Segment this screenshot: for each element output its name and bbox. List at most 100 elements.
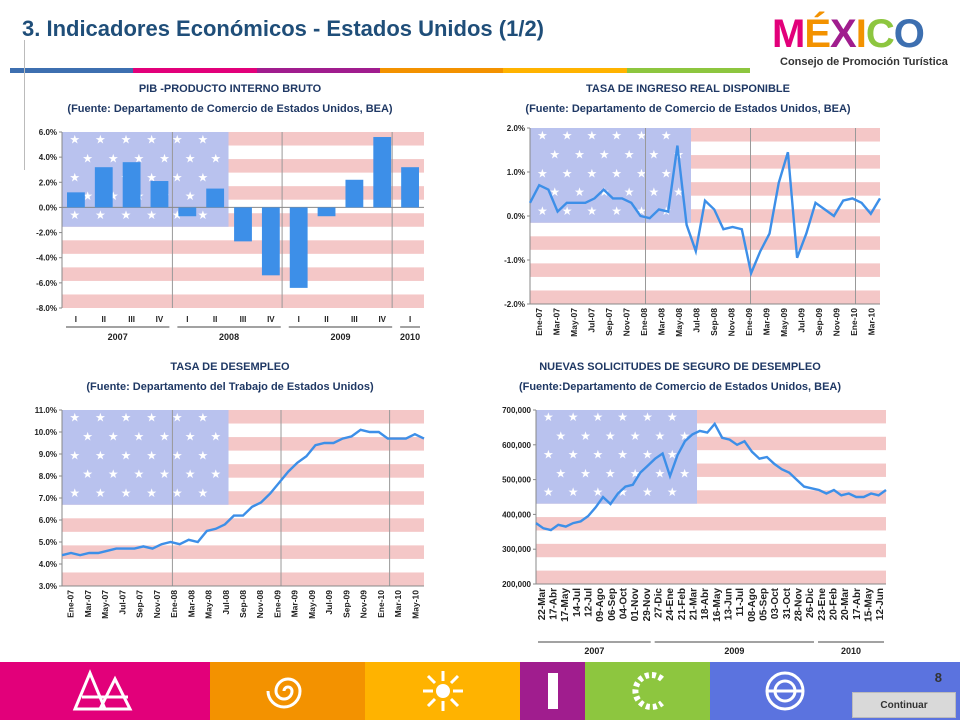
flag-background: ★★★★★★★★★★★★★★★★★★★★★★★★★★★★★★	[62, 410, 424, 586]
group-label: 2007	[584, 646, 604, 656]
flag-star: ★	[133, 151, 144, 165]
y-tick-label: 11.0%	[35, 406, 57, 415]
y-tick-label: 400,000	[502, 510, 531, 519]
footer-block-spiral	[210, 662, 365, 720]
disposable-income-chart: TASA DE INGRESO REAL DISPONIBLE (Fuente: …	[470, 80, 890, 355]
x-tick-label: Mar-09	[290, 590, 300, 618]
x-tick-label: III	[351, 315, 358, 324]
flag-star: ★	[146, 410, 157, 424]
group-label: 2010	[400, 332, 420, 342]
y-tick-label: 7.0%	[39, 494, 57, 503]
flag-star: ★	[574, 185, 585, 199]
flag-stripe	[62, 294, 424, 308]
x-tick-label: 27-Dic	[654, 588, 665, 618]
flag-star: ★	[198, 486, 209, 500]
x-tick-label: Sep-08	[709, 308, 719, 336]
bar	[206, 188, 225, 208]
flag-star: ★	[69, 448, 80, 462]
footer-block-pillar	[520, 662, 585, 720]
flag-star: ★	[95, 448, 106, 462]
x-tick-label: 17-May	[560, 588, 571, 622]
x-tick-label: Nov-07	[621, 308, 631, 337]
flag-star: ★	[82, 429, 93, 443]
pillar-icon	[547, 673, 558, 709]
bar	[373, 137, 392, 208]
x-tick-label: Mar-07	[83, 590, 93, 618]
jobless-claims-chart: NUEVAS SOLICITUDES DE SEGURO DE DESEMPLE…	[470, 358, 895, 658]
flag-star: ★	[537, 166, 548, 180]
x-tick-label: Jul-09	[796, 308, 806, 333]
flag-star: ★	[69, 208, 80, 222]
bar	[261, 207, 280, 276]
flag-star: ★	[642, 448, 653, 462]
y-tick-label: -8.0%	[36, 304, 57, 313]
x-tick-label: Mar-10	[866, 308, 876, 336]
group-label: 2008	[219, 332, 239, 342]
flag-star: ★	[121, 132, 132, 146]
group-label: 2010	[841, 646, 861, 656]
y-tick-label: 200,000	[502, 580, 531, 589]
flag-star: ★	[543, 410, 554, 424]
x-tick-label: 24-Ene	[665, 588, 676, 621]
x-tick-label: May-09	[307, 590, 317, 619]
x-tick-label: IV	[267, 315, 275, 324]
flag-star: ★	[549, 147, 560, 161]
x-tick-label: 28-Nov	[794, 588, 805, 622]
flag-canton	[62, 410, 229, 505]
gdp-chart: PIB -PRODUCTO INTERNO BRUTO (Fuente: Depa…	[10, 80, 435, 355]
flag-star: ★	[593, 410, 604, 424]
flag-star: ★	[587, 204, 598, 218]
x-tick-label: III	[240, 315, 247, 324]
x-tick-label: I	[186, 315, 188, 324]
x-tick-label: 26-Dic	[805, 588, 816, 618]
flag-star: ★	[549, 185, 560, 199]
flag-star: ★	[108, 189, 119, 203]
x-tick-label: Ene-07	[534, 308, 544, 336]
flag-star: ★	[121, 486, 132, 500]
chart-subtitle: (Fuente: Departamento de Comercio de Est…	[525, 103, 850, 115]
x-tick-label: 12-Jun	[875, 588, 886, 620]
flag-star: ★	[108, 429, 119, 443]
flag-star: ★	[69, 410, 80, 424]
x-tick-label: 31-Oct	[782, 587, 793, 619]
flag-stripe	[530, 290, 880, 304]
flag-star: ★	[133, 429, 144, 443]
logo-subtitle: Consejo de Promoción Turística	[780, 56, 948, 68]
flag-star: ★	[172, 448, 183, 462]
flag-star: ★	[82, 467, 93, 481]
flag-star: ★	[642, 410, 653, 424]
y-tick-label: 1.0%	[507, 168, 525, 177]
flag-stripe	[62, 240, 424, 254]
x-tick-label: 20-Feb	[829, 588, 840, 620]
flag-star: ★	[95, 208, 106, 222]
continue-button[interactable]: Continuar	[852, 692, 956, 718]
x-tick-label: 11-Jul	[735, 588, 746, 617]
x-tick-label: Jul-07	[586, 308, 596, 333]
flag-star: ★	[108, 151, 119, 165]
x-tick-label: Nov-09	[359, 590, 369, 619]
flag-star: ★	[159, 151, 170, 165]
chart-svg: TASA DE INGRESO REAL DISPONIBLE (Fuente: …	[504, 83, 882, 337]
y-tick-label: -4.0%	[36, 254, 57, 263]
x-tick-label: Mar-08	[186, 590, 196, 618]
flag-star: ★	[121, 410, 132, 424]
footer-block-serpent	[585, 662, 710, 720]
flag-star: ★	[624, 147, 635, 161]
y-tick-label: 500,000	[502, 476, 531, 485]
x-tick-label: Ene-10	[849, 308, 859, 336]
flag-star: ★	[587, 128, 598, 142]
x-tick-label: I	[409, 315, 411, 324]
flag-star: ★	[562, 204, 573, 218]
flag-star: ★	[210, 467, 221, 481]
flag-star: ★	[667, 485, 678, 499]
bar	[345, 179, 364, 208]
page-number: 8	[934, 670, 942, 685]
flag-star: ★	[555, 429, 566, 443]
flag-star: ★	[185, 151, 196, 165]
y-tick-label: 10.0%	[34, 428, 57, 437]
flag-star: ★	[667, 448, 678, 462]
flag-star: ★	[133, 467, 144, 481]
x-tick-label: Sep-07	[135, 590, 145, 618]
x-tick-label: 05-Sep	[759, 588, 770, 621]
x-tick-label: Sep-09	[341, 590, 351, 618]
